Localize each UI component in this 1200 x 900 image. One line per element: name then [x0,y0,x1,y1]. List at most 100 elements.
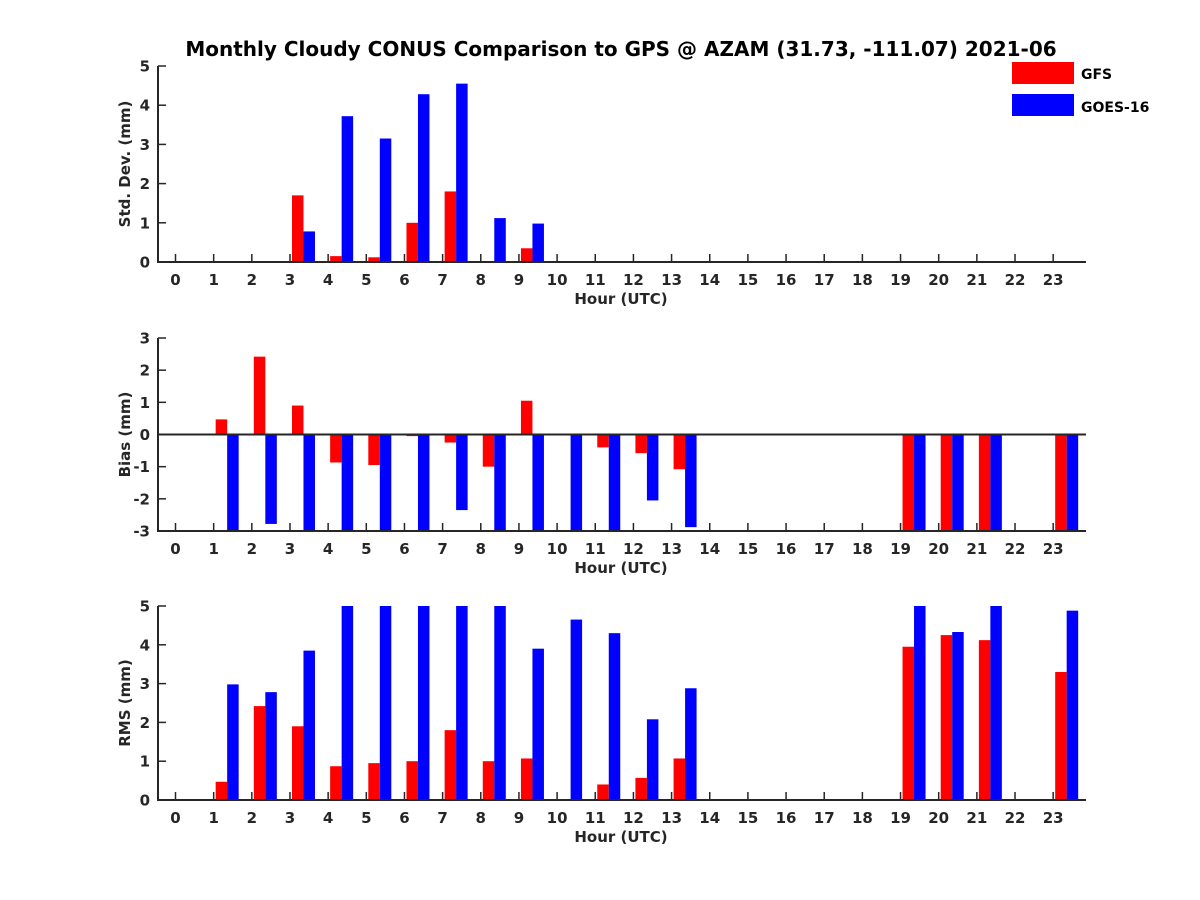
y-tick-label: 1 [140,394,150,412]
x-tick-label: 16 [776,809,797,827]
x-tick-label: 22 [1005,540,1026,558]
legend-label-gfs: GFS [1081,67,1112,83]
y-tick-label: -1 [133,458,150,476]
x-tick-label: 10 [547,540,568,558]
bar-goes16-hour-9 [532,648,544,800]
x-tick-label: 5 [361,271,371,289]
bar-goes16-hour-23 [1066,434,1079,531]
x-tick-label: 3 [285,271,295,289]
x-tick-label: 23 [1043,271,1064,289]
x-tick-label: 0 [170,809,180,827]
y-tick-label: 2 [140,362,150,380]
bar-gfs-hour-2 [253,706,266,800]
x-tick-label: 15 [737,540,758,558]
bar-goes16-hour-8 [494,606,506,800]
bar-goes16-hour-8 [494,218,506,262]
bar-goes16-hour-7 [456,606,468,800]
bar-goes16-hour-21 [990,434,1002,531]
bar-gfs-hour-7 [444,730,457,800]
y-axis-label: Bias (mm) [116,392,134,478]
bar-goes16-hour-1 [227,684,239,800]
x-tick-label: 16 [776,540,797,558]
bar-goes16-hour-4 [341,606,354,800]
y-tick-label: 1 [140,214,150,232]
bar-gfs-hour-19 [902,434,915,531]
bar-gfs-hour-2 [253,356,266,435]
x-tick-label: 4 [323,271,333,289]
bar-gfs-hour-1 [215,419,228,435]
legend-swatch-goes16 [1012,94,1074,116]
bar-gfs-hour-4 [330,766,342,800]
x-tick-label: 18 [852,540,873,558]
bar-goes16-hour-6 [417,94,430,262]
bar-gfs-hour-9 [520,758,533,800]
x-tick-label: 20 [928,540,949,558]
bar-goes16-hour-10 [570,434,583,531]
bar-gfs-hour-4 [330,256,342,262]
bar-goes16-hour-23 [1066,610,1079,800]
chart-title: Monthly Cloudy CONUS Comparison to GPS @… [185,37,1056,61]
bar-goes16-hour-4 [341,116,354,263]
bar-goes16-hour-5 [379,138,392,262]
x-tick-label: 8 [476,540,486,558]
bar-goes16-hour-3 [303,650,315,800]
y-tick-label: 2 [140,175,150,193]
legend-swatch-gfs [1012,62,1074,84]
x-tick-label: 17 [814,809,835,827]
bar-gfs-hour-1 [215,781,228,800]
bar-goes16-hour-2 [265,692,277,800]
bar-goes16-hour-8 [494,434,506,531]
x-tick-label: 15 [737,809,758,827]
x-tick-label: 1 [208,809,218,827]
y-tick-label: 3 [140,330,150,348]
bar-gfs-hour-12 [635,434,647,454]
x-tick-label: 19 [890,271,911,289]
x-tick-label: 13 [661,540,682,558]
x-tick-label: 15 [737,271,758,289]
bar-goes16-hour-5 [379,434,392,531]
y-tick-label: 1 [140,753,150,771]
x-tick-label: 4 [323,540,333,558]
bar-goes16-hour-2 [265,434,277,524]
x-tick-label: 2 [247,540,257,558]
x-tick-label: 23 [1043,809,1064,827]
bar-goes16-hour-9 [532,434,544,531]
bar-gfs-hour-5 [368,434,380,466]
x-tick-label: 2 [247,271,257,289]
bar-gfs-hour-8 [482,434,495,467]
bar-gfs-hour-6 [406,222,418,262]
x-tick-label: 13 [661,271,682,289]
bar-gfs-hour-7 [444,191,457,262]
x-tick-label: 0 [170,540,180,558]
x-tick-label: 12 [623,540,644,558]
x-axis-label: Hour (UTC) [574,290,667,308]
x-tick-label: 8 [476,271,486,289]
y-tick-label: -2 [133,490,150,508]
x-tick-label: 7 [437,809,447,827]
bar-gfs-hour-8 [482,761,495,800]
x-tick-label: 10 [547,809,568,827]
x-tick-label: 23 [1043,540,1064,558]
legend-label-goes16: GOES-16 [1081,100,1149,116]
x-tick-label: 21 [966,271,987,289]
x-tick-label: 7 [437,540,447,558]
bar-gfs-hour-5 [368,763,380,800]
bar-goes16-hour-10 [570,619,583,800]
x-tick-label: 13 [661,809,682,827]
x-tick-label: 19 [890,809,911,827]
x-tick-label: 10 [547,271,568,289]
bar-goes16-hour-12 [646,434,659,501]
x-tick-label: 14 [699,540,720,558]
x-tick-label: 1 [208,540,218,558]
bar-goes16-hour-3 [303,434,315,531]
bar-goes16-hour-6 [417,434,430,531]
x-tick-label: 21 [966,809,987,827]
x-tick-label: 9 [514,271,524,289]
x-tick-label: 20 [928,271,949,289]
bar-gfs-hour-20 [940,635,953,800]
x-tick-label: 6 [399,809,409,827]
y-tick-label: 3 [140,675,150,693]
